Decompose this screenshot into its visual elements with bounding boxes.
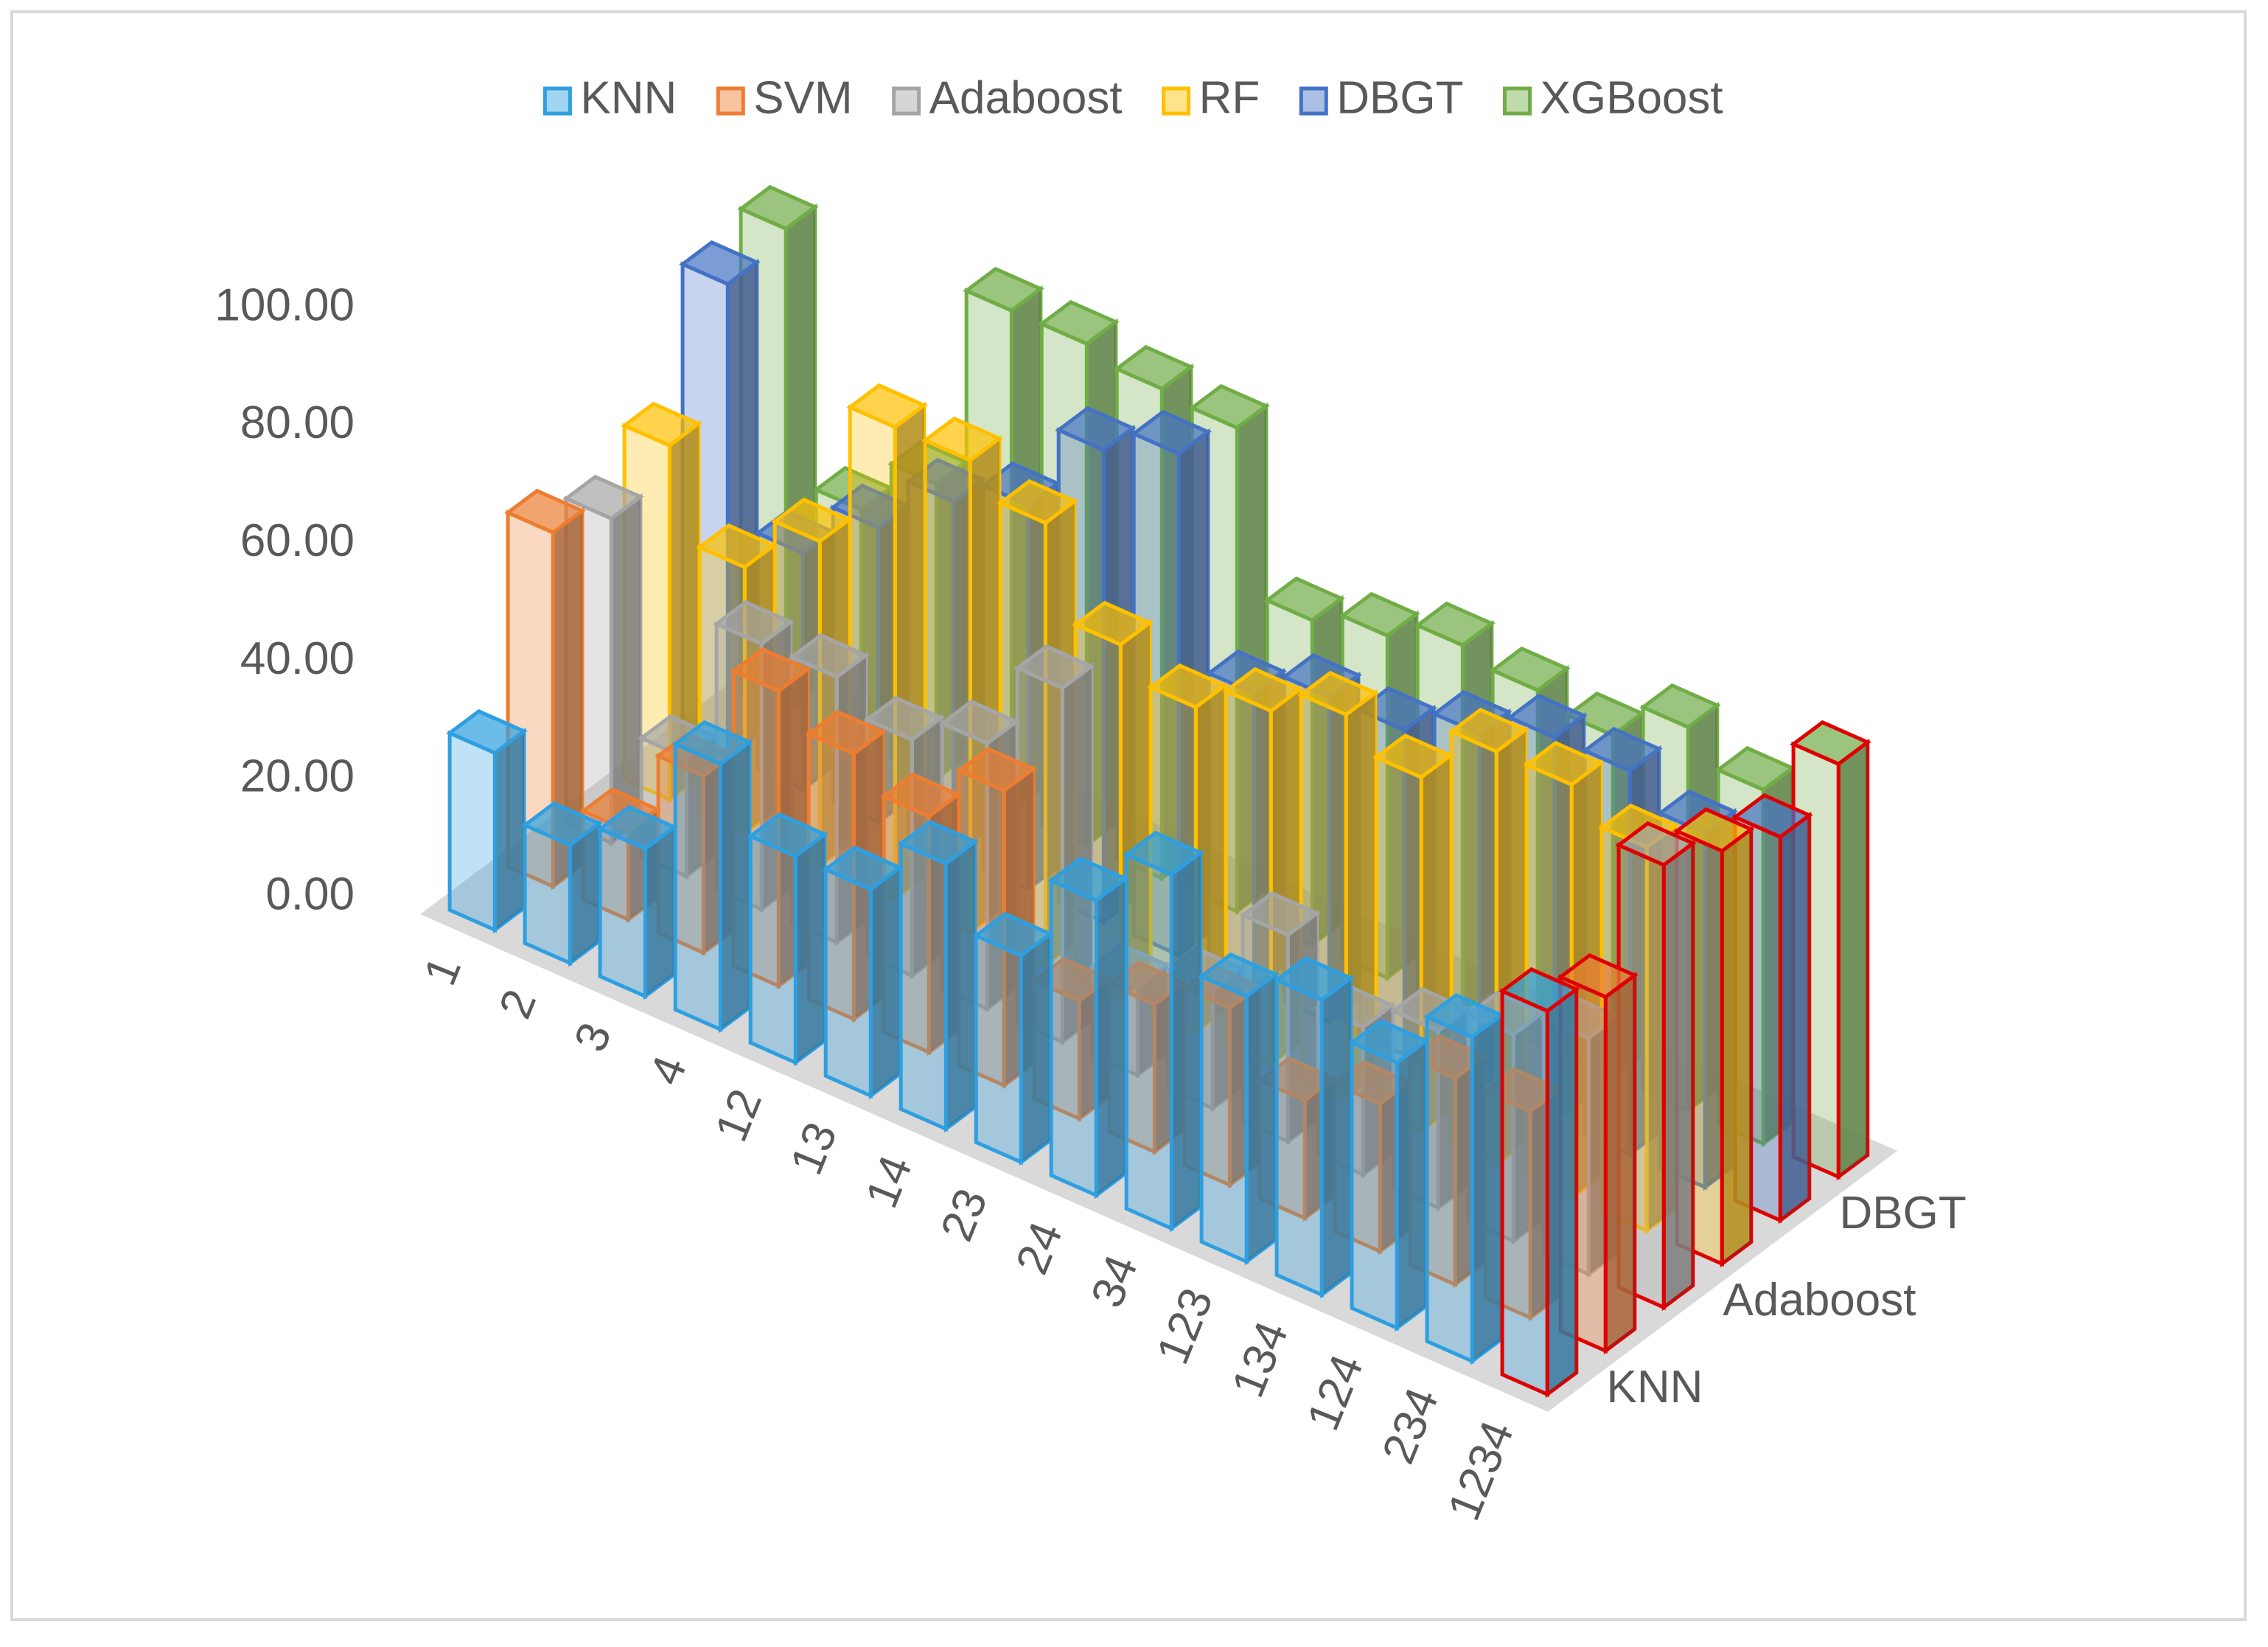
- bar-side-shade: [553, 510, 582, 887]
- bar-side-shade: [1322, 978, 1351, 1295]
- bar-side-shade: [669, 423, 699, 800]
- bar-side-shade: [1838, 742, 1868, 1177]
- legend-item: SVM: [716, 72, 853, 123]
- legend-swatch: [1162, 86, 1191, 116]
- legend-swatch: [1503, 86, 1532, 116]
- bar: [897, 819, 979, 1133]
- bar-side-shade: [720, 742, 750, 1030]
- bar-side-shade: [1397, 1040, 1426, 1329]
- legend-item: XGBoost: [1503, 72, 1723, 123]
- depth-label: KNN: [1607, 1362, 1703, 1413]
- legend-swatch: [716, 86, 745, 116]
- bar: [1423, 992, 1505, 1365]
- legend-label: KNN: [580, 72, 677, 123]
- bar-side-shade: [1021, 933, 1050, 1163]
- legend-item: KNN: [542, 72, 677, 123]
- bar-front: [1425, 1014, 1474, 1365]
- bar-front: [899, 840, 948, 1132]
- bar-side-shade: [795, 834, 825, 1063]
- bar: [671, 720, 753, 1034]
- bar: [1790, 720, 1871, 1181]
- bar: [1273, 955, 1355, 1299]
- bar-front: [974, 933, 1023, 1166]
- legend-label: Adaboost: [929, 72, 1123, 123]
- y-tick-label: 60.00: [240, 515, 355, 566]
- depth-label: DBGT: [1840, 1188, 1967, 1239]
- bar-front: [1199, 973, 1249, 1265]
- legend-item: Adaboost: [892, 72, 1123, 123]
- bar: [1123, 830, 1204, 1233]
- legend-swatch: [1299, 86, 1328, 116]
- bar: [1198, 952, 1280, 1266]
- y-tick-label: 20.00: [240, 751, 355, 802]
- bar-side-shade: [1780, 815, 1810, 1221]
- legend-swatch: [542, 86, 572, 116]
- legend-label: RF: [1199, 72, 1260, 123]
- y-tick-label: 0.00: [265, 868, 355, 919]
- bar: [446, 708, 528, 934]
- bar: [1348, 1018, 1430, 1332]
- bar-front: [823, 866, 873, 1099]
- depth-label: Adaboost: [1723, 1275, 1916, 1326]
- legend-label: XGBoost: [1541, 72, 1723, 123]
- bar-side-shade: [1605, 975, 1635, 1351]
- bar-side-shade: [1171, 852, 1201, 1229]
- y-tick-label: 40.00: [240, 633, 355, 684]
- bar-side-shade: [495, 731, 524, 930]
- bar-front: [673, 741, 722, 1033]
- bar: [1498, 967, 1580, 1399]
- bar-side-shade: [1096, 878, 1126, 1196]
- y-tick-label: 100.00: [214, 279, 355, 330]
- bar-side-shade: [645, 826, 674, 997]
- bar-side-shade: [570, 823, 599, 964]
- bar: [822, 845, 904, 1100]
- bar-side-shade: [1547, 989, 1577, 1395]
- bar-side-shade: [1664, 843, 1693, 1308]
- bar-side-shade: [1062, 666, 1092, 1042]
- bar: [747, 812, 828, 1067]
- bar-front: [523, 822, 572, 967]
- bar: [972, 911, 1054, 1166]
- bar-side-shade: [1722, 829, 1751, 1264]
- bar-side-shade: [870, 867, 900, 1096]
- bar-side-shade: [1246, 974, 1276, 1262]
- bar: [521, 801, 603, 967]
- bar-front: [1350, 1040, 1399, 1331]
- bar-front: [1049, 877, 1098, 1199]
- bar-side-shade: [1472, 1014, 1501, 1362]
- legend-item: DBGT: [1299, 72, 1464, 123]
- bar-front: [1124, 852, 1173, 1232]
- legend-label: DBGT: [1336, 72, 1463, 123]
- bar: [1047, 856, 1129, 1199]
- bar-side-shade: [946, 841, 975, 1129]
- bar: [596, 804, 678, 1000]
- bar-front: [447, 730, 497, 933]
- y-tick-label: 80.00: [240, 397, 355, 448]
- bar-front: [598, 826, 647, 1000]
- bar-front: [1274, 977, 1324, 1298]
- legend-label: SVM: [753, 72, 852, 123]
- bar-side-shade: [611, 496, 641, 843]
- bar-front: [1500, 988, 1549, 1398]
- bar-front: [748, 833, 798, 1066]
- bar-side-shade: [1196, 685, 1225, 1032]
- bar: [1673, 807, 1755, 1268]
- bar: [1615, 821, 1697, 1312]
- legend-swatch: [892, 86, 921, 116]
- legend-item: RF: [1162, 72, 1260, 123]
